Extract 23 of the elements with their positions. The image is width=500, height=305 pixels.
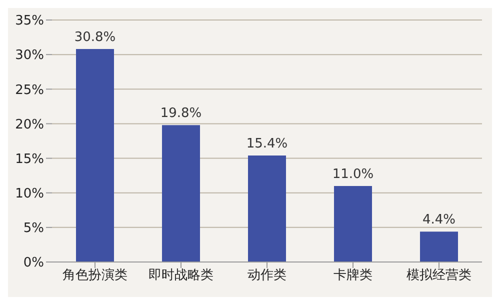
x-tick-label: 角色扮演类 xyxy=(62,268,128,284)
data-label: 11.0% xyxy=(332,166,374,182)
data-label: 19.8% xyxy=(160,106,202,122)
y-tick-label: 35% xyxy=(15,14,44,29)
x-tick-label: 模拟经营类 xyxy=(406,268,472,284)
bar xyxy=(248,156,286,262)
y-tick-label: 20% xyxy=(15,117,44,132)
bar xyxy=(162,125,200,262)
data-label: 4.4% xyxy=(422,212,456,228)
y-tick-label: 5% xyxy=(23,221,44,236)
y-tick-label: 0% xyxy=(23,256,44,271)
y-tick-label: 15% xyxy=(15,152,44,167)
x-tick-label: 卡牌类 xyxy=(334,268,372,284)
bar xyxy=(334,186,372,262)
y-tick-label: 25% xyxy=(15,82,44,98)
bar xyxy=(420,232,458,262)
data-label: 30.8% xyxy=(74,30,116,46)
x-tick-label: 动作类 xyxy=(248,268,286,284)
data-label: 15.4% xyxy=(246,136,288,152)
y-tick-label: 30% xyxy=(15,48,44,64)
y-tick-label: 10% xyxy=(15,186,44,202)
bar xyxy=(76,49,114,262)
x-tick-label: 即时战略类 xyxy=(148,268,214,284)
